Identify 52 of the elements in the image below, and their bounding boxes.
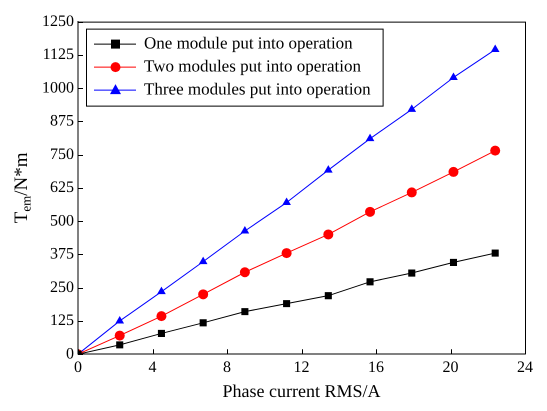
point xyxy=(408,270,416,277)
point xyxy=(198,256,208,264)
point xyxy=(449,72,458,80)
y-tick-label: 750 xyxy=(50,146,74,163)
point xyxy=(407,104,416,112)
legend-label: Two modules put into operation xyxy=(144,56,362,76)
point xyxy=(323,229,334,240)
point xyxy=(324,165,333,173)
y-tick-label: 0 xyxy=(66,345,74,362)
point xyxy=(158,330,165,337)
point xyxy=(200,319,207,326)
x-tick-label: 8 xyxy=(223,359,231,376)
x-tick-label: 16 xyxy=(368,359,384,376)
y-tick-label: 125 xyxy=(50,312,74,330)
x-tick-label: 12 xyxy=(294,359,310,376)
point xyxy=(365,206,376,217)
point xyxy=(241,308,248,316)
point xyxy=(492,250,499,257)
y-tick-label: 1000 xyxy=(42,79,74,96)
point xyxy=(406,187,417,198)
y-tick-label: 1125 xyxy=(42,46,74,64)
legend-label: Three modules put into operation xyxy=(144,80,372,99)
x-axis-title: Phase current RMS/A xyxy=(222,380,380,401)
point xyxy=(240,226,250,234)
point xyxy=(240,267,250,278)
point xyxy=(450,258,458,266)
point xyxy=(156,311,166,322)
point xyxy=(198,289,208,300)
point xyxy=(116,341,124,348)
point xyxy=(490,44,500,52)
y-tick-label: 375 xyxy=(50,246,74,263)
legend-label: One module put into operation xyxy=(144,34,354,53)
point xyxy=(448,166,458,177)
point xyxy=(366,278,374,286)
y-axis-title: Tem/N*m xyxy=(10,152,34,224)
point xyxy=(282,248,292,258)
x-tick-label: 4 xyxy=(148,359,156,376)
y-tick-label: 1250 xyxy=(42,12,74,30)
y-tick-label: 625 xyxy=(50,179,74,196)
point xyxy=(157,286,166,294)
point xyxy=(282,198,291,206)
point xyxy=(114,330,125,341)
point xyxy=(283,300,290,308)
point xyxy=(115,316,124,324)
x-tick-label: 20 xyxy=(442,359,458,376)
y-tick-label: 500 xyxy=(50,212,74,230)
point xyxy=(324,292,332,300)
x-tick-label: 24 xyxy=(517,359,533,376)
point xyxy=(366,134,374,142)
point xyxy=(490,146,500,156)
y-tick-label: 250 xyxy=(50,278,74,296)
y-tick-label: 875 xyxy=(50,112,74,130)
